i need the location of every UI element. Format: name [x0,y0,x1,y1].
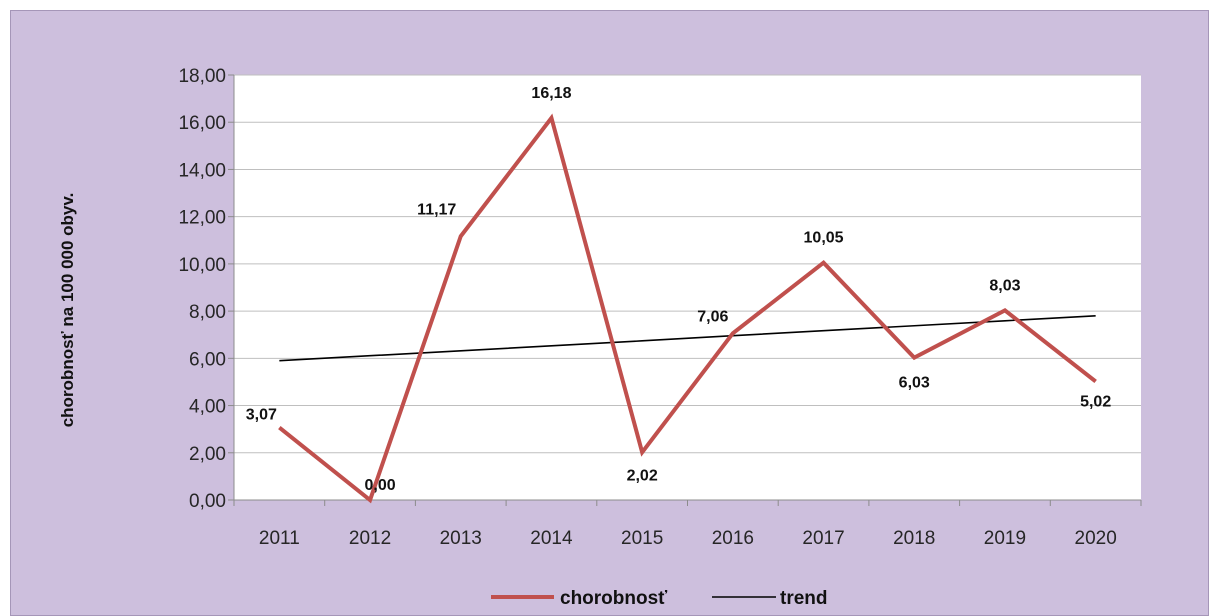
data-label-2019: 8,03 [989,277,1020,294]
series-layer [278,113,1097,504]
gridlines [234,74,1141,454]
x-tick-label-3: 2014 [530,528,573,549]
y-tick-label-1: 2,00 [189,444,226,465]
y-tick-label-5: 10,00 [178,255,226,276]
x-tick-label-4: 2015 [621,528,663,549]
legend: chorobnosť trend [491,588,828,609]
x-axis-ticks: 2011 2012 2013 2014 2015 2016 2017 2018 2019 2020 [233,500,1142,549]
x-tick-label-8: 2019 [984,528,1026,549]
series-line-chorobnost [278,113,1097,504]
data-label-2015: 2,02 [627,467,658,484]
x-tick-label-0: 2011 [259,528,300,549]
y-axis-title: chorobnosť na 100 000 obyv. [58,193,77,428]
y-tick-label-4: 8,00 [189,302,226,323]
data-label-2017: 10,05 [804,230,844,247]
y-tick-label-8: 16,00 [178,113,226,134]
y-tick-label-2: 4,00 [189,397,226,418]
y-tick-label-9: 18,00 [178,66,226,87]
data-label-2011: 3,07 [246,407,277,424]
y-axis-ticks: 0,00 2,00 4,00 6,00 8,00 10,00 12,00 14,00 16,00… [178,66,234,512]
x-tick-label-1: 2012 [349,528,391,549]
data-label-2012: 0,00 [364,477,395,494]
x-tick-label-9: 2020 [1075,528,1117,549]
data-label-2013: 11,17 [417,201,456,218]
data-label-2014: 16,18 [531,85,571,102]
x-tick-label-2: 2013 [440,528,482,549]
data-label-2016: 7,06 [697,308,728,325]
legend-label-chorobnost: chorobnosť [560,588,668,609]
legend-label-trend: trend [780,588,828,609]
y-tick-label-6: 12,00 [178,208,226,229]
plot-area [234,75,1141,500]
data-labels: 3,07 0,00 11,17 16,18 2,02 7,06 10,05 6,03 8,03 5… [246,85,1112,494]
x-tick-label-7: 2018 [893,528,935,549]
x-tick-label-6: 2017 [802,528,844,549]
x-tick-label-5: 2016 [712,528,754,549]
y-tick-label-7: 14,00 [178,160,226,181]
data-label-2018: 6,03 [899,375,930,392]
data-label-2020: 5,02 [1080,393,1111,410]
series-line-trend [279,315,1096,362]
y-tick-label-0: 0,00 [189,491,226,512]
y-tick-label-3: 6,00 [189,349,226,370]
